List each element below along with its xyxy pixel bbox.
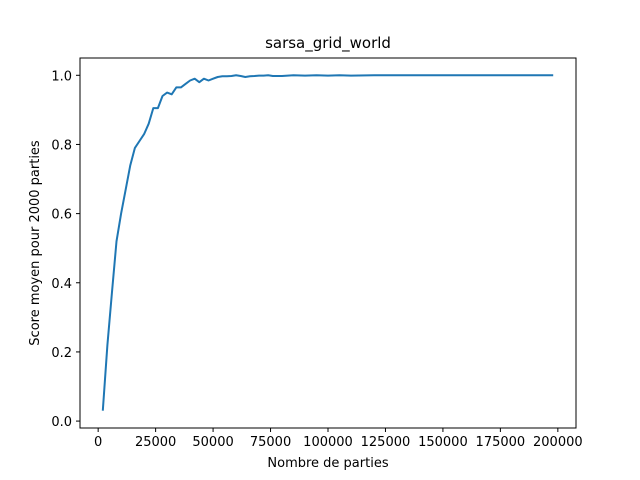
series-line (101, 74, 554, 411)
chart-title: sarsa_grid_world (265, 34, 391, 53)
x-tick-label: 125000 (361, 435, 411, 450)
x-tick-label: 150000 (418, 435, 468, 450)
x-tick-label: 25000 (135, 435, 176, 450)
x-tick-label: 200000 (533, 435, 583, 450)
x-axis: 0 25000 50000 75000 100000 125000 150000 175000… (94, 428, 583, 450)
y-axis: 0.0 0.2 0.4 0.6 0.8 1.0 (51, 69, 80, 430)
x-tick-label: 175000 (476, 435, 526, 450)
y-tick-label: 0.2 (51, 346, 72, 361)
x-tick-label: 0 (94, 435, 102, 450)
y-axis-label: Score moyen pour 2000 parties (28, 140, 43, 346)
x-tick-label: 100000 (303, 435, 353, 450)
y-tick-label: 0.6 (51, 208, 72, 223)
y-tick-label: 1.0 (51, 69, 72, 84)
y-tick-label: 0.0 (51, 415, 72, 430)
plot-area-frame (79, 57, 577, 429)
x-axis-label: Nombre de parties (267, 456, 388, 471)
y-tick-label: 0.4 (51, 277, 72, 292)
y-tick-label: 0.8 (51, 138, 72, 153)
x-tick-label: 75000 (250, 435, 291, 450)
series-lines (101, 74, 554, 411)
x-tick-label: 50000 (192, 435, 233, 450)
